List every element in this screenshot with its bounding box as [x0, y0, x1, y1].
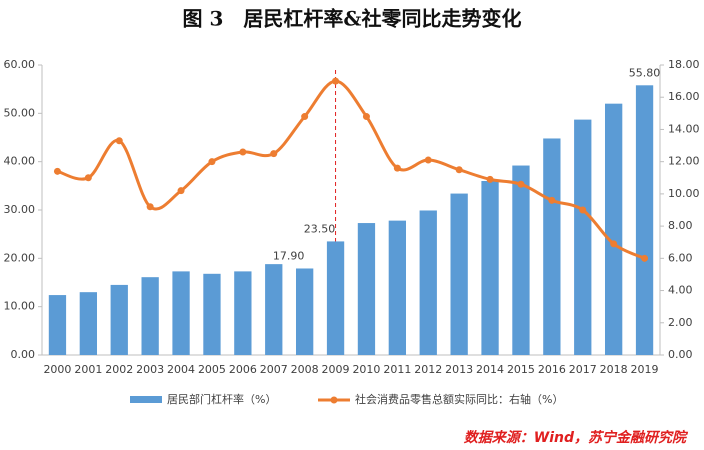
bar	[48, 295, 67, 355]
y-tick-label: 40.00	[4, 155, 36, 168]
bar	[574, 119, 592, 355]
y2-tick-label: 2.00	[668, 316, 693, 329]
line-point	[115, 137, 123, 145]
y-tick-label: 50.00	[4, 106, 36, 119]
line-point	[455, 166, 463, 174]
line-point	[579, 206, 587, 214]
bar	[388, 220, 407, 355]
data-label: 17.90	[273, 249, 305, 262]
bar	[234, 271, 252, 355]
bar	[635, 85, 654, 356]
x-tick-label: 2015	[507, 363, 535, 376]
x-tick-label: 2012	[414, 363, 442, 376]
bar	[419, 210, 437, 355]
line-point	[362, 113, 370, 121]
line-point	[517, 180, 525, 188]
x-tick-label: 2018	[600, 363, 628, 376]
bar	[512, 165, 530, 355]
line-point	[239, 148, 247, 156]
line-point	[301, 113, 309, 121]
bar	[141, 277, 159, 355]
line-point	[177, 187, 185, 195]
legend-swatch	[330, 396, 338, 404]
line-point	[270, 150, 278, 158]
line-point	[548, 196, 556, 204]
y-tick-label: 60.00	[4, 58, 36, 71]
bar	[79, 292, 98, 355]
x-tick-label: 2010	[352, 363, 380, 376]
x-tick-label: 2016	[538, 363, 566, 376]
x-tick-label: 2006	[229, 363, 257, 376]
legend-label: 居民部门杠杆率（%）	[167, 392, 276, 406]
y2-tick-label: 12.00	[668, 155, 700, 168]
bar	[295, 268, 314, 355]
x-tick-label: 2004	[167, 363, 195, 376]
x-tick-label: 2014	[476, 363, 504, 376]
x-tick-label: 2013	[445, 363, 473, 376]
line-point	[332, 77, 340, 85]
legend-swatch	[130, 396, 162, 403]
legend-label: 社会消费品零售总额实际同比：右轴（%）	[355, 392, 563, 406]
x-tick-label: 2003	[136, 363, 164, 376]
x-tick-label: 2008	[291, 363, 319, 376]
bar	[543, 138, 561, 355]
y2-tick-label: 18.00	[668, 58, 700, 71]
y-tick-label: 10.00	[4, 300, 36, 313]
line-point	[393, 164, 401, 172]
x-tick-label: 2007	[260, 363, 288, 376]
y2-tick-label: 8.00	[668, 219, 693, 232]
x-tick-label: 2011	[383, 363, 411, 376]
x-tick-label: 2019	[631, 363, 659, 376]
x-tick-label: 2000	[43, 363, 71, 376]
line-point	[486, 175, 494, 183]
bar	[172, 271, 190, 355]
y2-tick-label: 0.00	[668, 348, 693, 361]
y2-tick-label: 16.00	[668, 90, 700, 103]
x-tick-label: 2001	[74, 363, 102, 376]
line-point	[424, 156, 432, 164]
y2-tick-label: 4.00	[668, 284, 693, 297]
bar	[604, 103, 623, 356]
bar	[110, 284, 128, 355]
y-tick-label: 0.00	[11, 348, 36, 361]
bar	[203, 273, 221, 355]
line-point	[208, 158, 216, 166]
data-label: 55.80	[629, 66, 661, 79]
line-point	[610, 240, 618, 248]
bar	[326, 241, 345, 355]
x-tick-label: 2005	[198, 363, 226, 376]
bar	[481, 181, 499, 355]
y2-tick-label: 14.00	[668, 122, 700, 135]
line-point	[146, 203, 154, 211]
y-tick-label: 20.00	[4, 251, 36, 264]
chart-title: 图 3 居民杠杆率&社零同比走势变化	[183, 7, 522, 31]
y-tick-label: 30.00	[4, 203, 36, 216]
data-label: 23.50	[304, 222, 336, 235]
y2-tick-label: 6.00	[668, 251, 693, 264]
line-point	[53, 167, 61, 175]
x-tick-label: 2002	[105, 363, 133, 376]
bar	[265, 264, 283, 355]
line-point	[641, 254, 649, 262]
x-tick-label: 2017	[569, 363, 597, 376]
x-tick-label: 2009	[322, 363, 350, 376]
y2-tick-label: 10.00	[668, 187, 700, 200]
bar	[450, 193, 468, 355]
line-point	[84, 174, 92, 182]
source: 数据来源：Wind，苏宁金融研究院	[464, 429, 689, 446]
bar	[357, 223, 376, 355]
